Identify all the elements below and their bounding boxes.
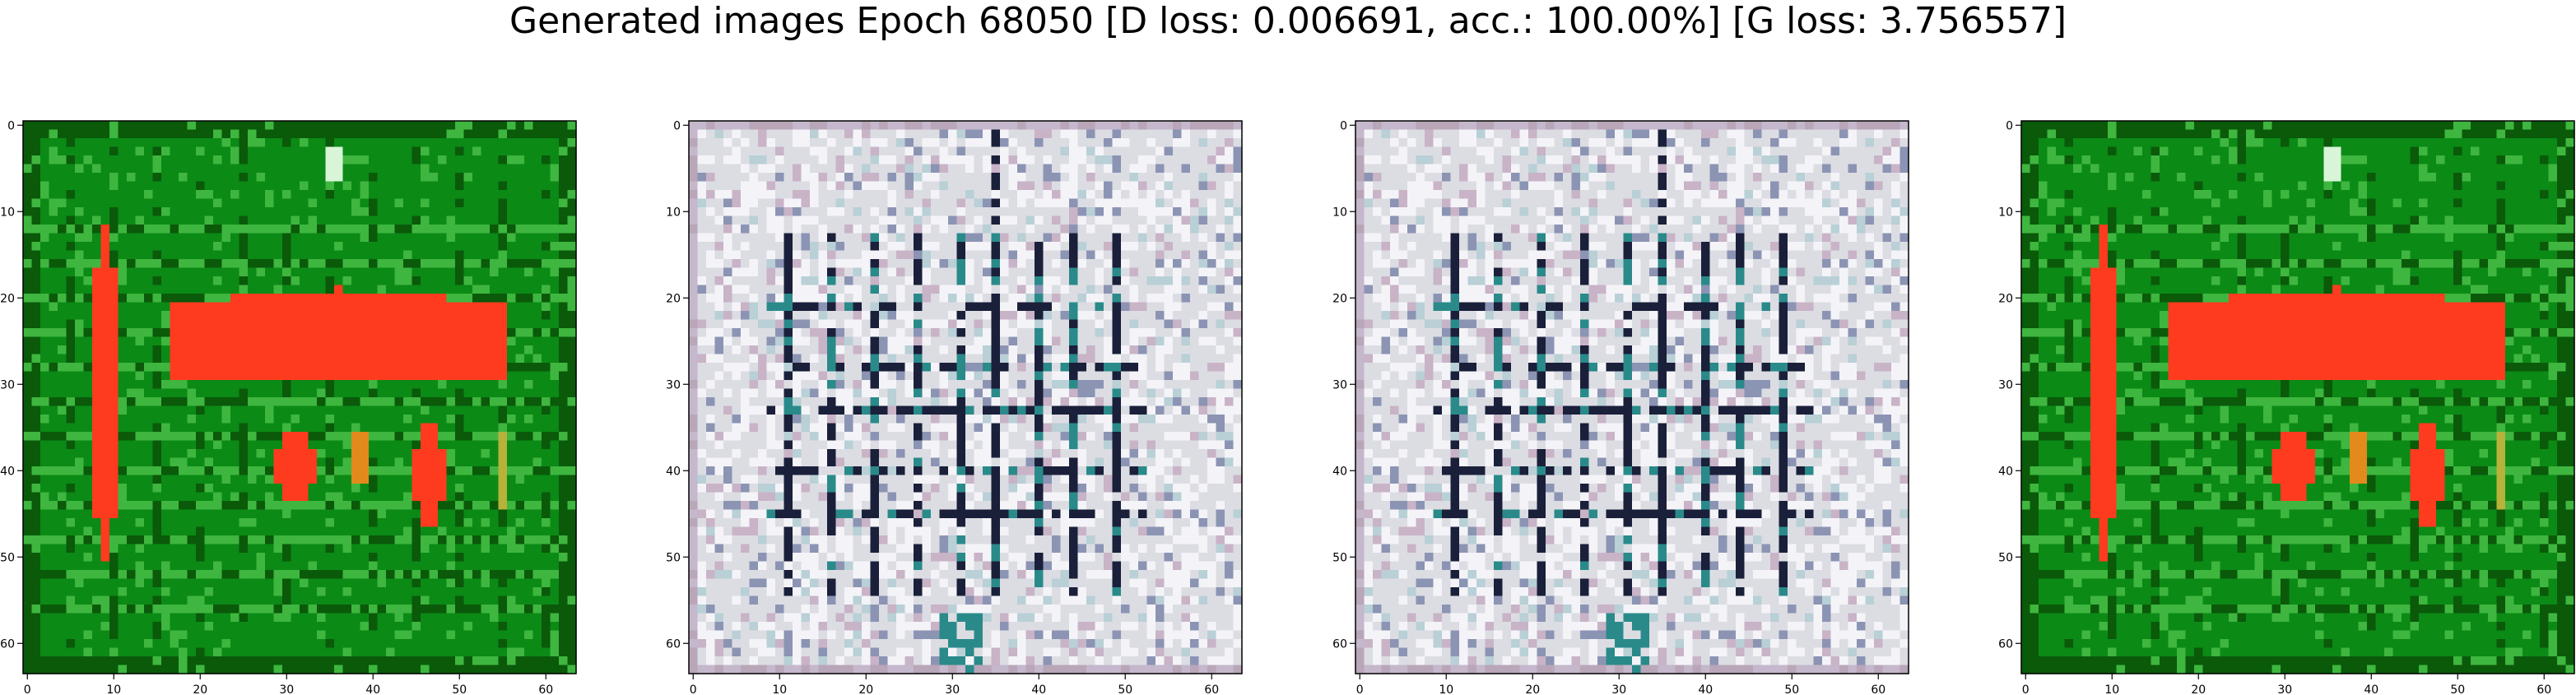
y-tick-label: 50 xyxy=(1332,551,1347,564)
axes-frame xyxy=(22,120,577,674)
image-pixels xyxy=(2021,121,2575,674)
y-tick-label: 30 xyxy=(666,378,681,392)
y-tick-label: 0 xyxy=(673,119,681,132)
image-pixels xyxy=(689,121,1243,674)
image-panel-2: 0 10 20 30 40 50 60 0 10 20 30 40 50 60 xyxy=(666,119,1243,695)
y-tick-label: 60 xyxy=(1332,637,1347,651)
y-tick-label: 20 xyxy=(0,292,15,305)
x-tick-label: 60 xyxy=(1204,683,1219,695)
x-tick-label: 0 xyxy=(24,683,31,695)
x-tick-label: 50 xyxy=(452,683,467,695)
y-tick-label: 40 xyxy=(0,465,15,478)
y-tick-label: 60 xyxy=(1998,637,2013,651)
axes-frame xyxy=(1355,120,1909,674)
x-tick-label: 40 xyxy=(2364,683,2378,695)
x-tick-label: 60 xyxy=(538,683,553,695)
figure-title: Generated images Epoch 68050 [D loss: 0.… xyxy=(509,0,2067,42)
y-tick-label: 20 xyxy=(1998,292,2013,305)
axes-frame xyxy=(688,120,1243,674)
y-tick-label: 50 xyxy=(1998,551,2013,564)
image-pixels xyxy=(1355,121,1909,674)
x-tick-label: 10 xyxy=(2104,683,2119,695)
x-tick-label: 20 xyxy=(1525,683,1540,695)
x-tick-label: 40 xyxy=(1031,683,1046,695)
x-tick-label: 40 xyxy=(365,683,380,695)
x-tick-label: 40 xyxy=(1698,683,1713,695)
x-tick-label: 50 xyxy=(1118,683,1132,695)
y-tick-label: 0 xyxy=(1340,119,1347,132)
x-tick-label: 60 xyxy=(1871,683,1886,695)
x-tick-label: 30 xyxy=(1611,683,1626,695)
x-tick-label: 20 xyxy=(858,683,873,695)
x-tick-label: 50 xyxy=(2450,683,2465,695)
x-tick-label: 10 xyxy=(772,683,787,695)
y-tick-label: 30 xyxy=(1332,378,1347,392)
y-tick-label: 10 xyxy=(1332,206,1347,219)
x-tick-label: 20 xyxy=(2191,683,2206,695)
image-panel-4: 0 10 20 30 40 50 60 0 10 20 30 40 50 60 xyxy=(1998,119,2575,695)
image-pixels xyxy=(23,121,577,674)
y-tick-label: 10 xyxy=(666,206,681,219)
x-tick-label: 10 xyxy=(106,683,121,695)
y-tick-label: 40 xyxy=(1998,465,2013,478)
y-tick-label: 60 xyxy=(666,637,681,651)
y-tick-label: 50 xyxy=(666,551,681,564)
image-panel-3: 0 10 20 30 40 50 60 0 10 20 30 40 50 60 xyxy=(1332,119,1909,695)
x-tick-label: 0 xyxy=(1356,683,1364,695)
x-tick-label: 50 xyxy=(1784,683,1799,695)
image-panel-1: 0 10 20 30 40 50 60 0 10 20 30 40 50 60 xyxy=(0,119,577,695)
y-tick-label: 20 xyxy=(666,292,681,305)
axes-frame xyxy=(2020,120,2575,674)
y-tick-label: 10 xyxy=(0,206,15,219)
y-tick-label: 40 xyxy=(1332,465,1347,478)
y-tick-label: 60 xyxy=(0,637,15,651)
x-tick-label: 30 xyxy=(279,683,294,695)
x-tick-label: 30 xyxy=(2277,683,2292,695)
x-tick-label: 0 xyxy=(690,683,697,695)
x-tick-label: 10 xyxy=(1439,683,1453,695)
y-tick-label: 50 xyxy=(0,551,15,564)
y-tick-label: 0 xyxy=(7,119,15,132)
y-tick-label: 40 xyxy=(666,465,681,478)
x-tick-label: 20 xyxy=(193,683,207,695)
y-tick-label: 20 xyxy=(1332,292,1347,305)
y-tick-label: 30 xyxy=(0,378,15,392)
y-tick-label: 0 xyxy=(2006,119,2013,132)
y-tick-label: 10 xyxy=(1998,206,2013,219)
x-tick-label: 30 xyxy=(945,683,960,695)
y-tick-label: 30 xyxy=(1998,378,2013,392)
x-tick-label: 0 xyxy=(2022,683,2030,695)
x-tick-label: 60 xyxy=(2536,683,2551,695)
